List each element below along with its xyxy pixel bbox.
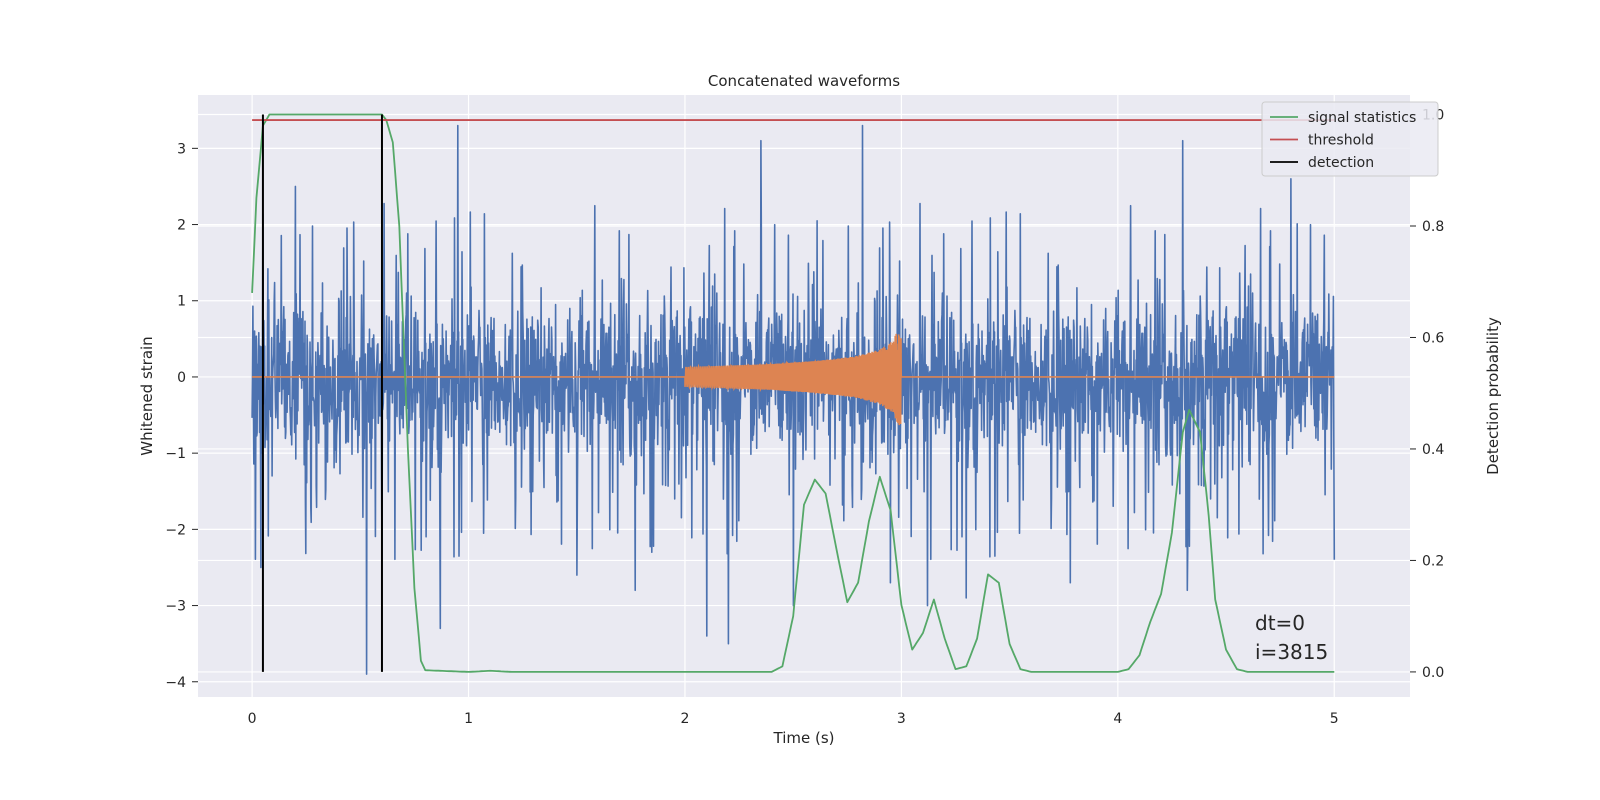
- y-right-tick-label: 0.8: [1422, 219, 1444, 235]
- y-axis-label: Whitened strain: [138, 336, 156, 455]
- y-tick-label: 2: [177, 218, 186, 234]
- y-right-tick-label: 0.2: [1422, 553, 1444, 569]
- chart-title: Concatenated waveforms: [708, 72, 900, 90]
- x-tick-label: 3: [897, 711, 906, 727]
- x-axis-label: Time (s): [773, 729, 835, 747]
- y-tick-label: −1: [165, 446, 186, 462]
- y-tick-label: 0: [177, 370, 186, 386]
- y-axis-right-label: Detection probability: [1484, 317, 1502, 475]
- y-tick-label: −4: [165, 675, 186, 691]
- noise-line: [251, 124, 1336, 675]
- x-tick-label: 4: [1113, 711, 1122, 727]
- y-right-tick-label: 0.0: [1422, 665, 1444, 681]
- x-tick-label: 5: [1330, 711, 1339, 727]
- y-tick-label: −2: [165, 522, 186, 538]
- y-tick-label: 3: [177, 141, 186, 157]
- signal-statistics-line: [251, 113, 1335, 673]
- y-tick-label: 1: [177, 294, 186, 310]
- annotation-index: i=3815: [1255, 640, 1328, 664]
- legend: signal statistics threshold detection: [1261, 101, 1439, 177]
- annotation-dt: dt=0: [1255, 611, 1305, 635]
- injected-waveform-line: [252, 333, 1335, 426]
- x-tick-label: 2: [681, 711, 690, 727]
- x-tick-label: 0: [248, 711, 257, 727]
- legend-label: threshold: [1308, 133, 1374, 149]
- legend-label: signal statistics: [1308, 110, 1416, 126]
- y-right-tick-label: 0.6: [1422, 330, 1444, 346]
- y-tick-label: −3: [165, 599, 186, 615]
- legend-box: [1261, 101, 1439, 177]
- x-tick-label: 1: [464, 711, 473, 727]
- y-right-tick-label: 0.4: [1422, 442, 1444, 458]
- series-group: [251, 113, 1336, 675]
- legend-label: detection: [1308, 155, 1374, 171]
